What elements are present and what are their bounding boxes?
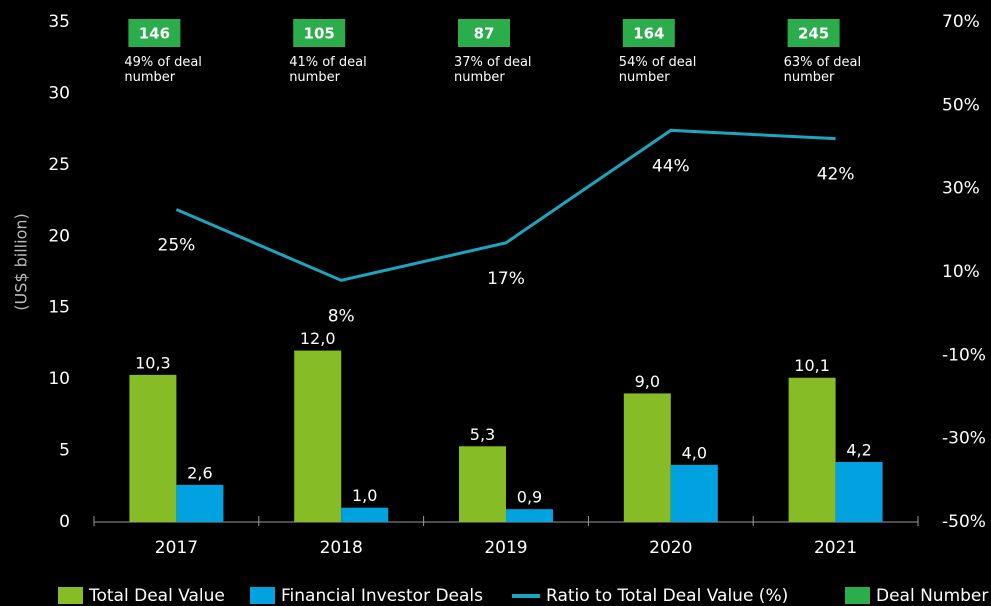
deal-share-note: 49% of deal number — [124, 55, 202, 85]
bar-value-label: 12,0 — [300, 329, 336, 348]
bar-value-label: 1,0 — [352, 486, 377, 505]
bar-value-label: 10,3 — [135, 353, 171, 372]
bar — [176, 484, 224, 522]
x-tick-label: 2017 — [155, 538, 198, 558]
y2-tick-label: 10% — [942, 262, 980, 282]
y2-tick-label: -10% — [942, 345, 986, 365]
bar — [506, 509, 553, 522]
x-tick-label: 2019 — [484, 538, 527, 558]
legend-marker — [845, 587, 870, 604]
deal-share-note: 41% of deal number — [289, 55, 367, 85]
legend-label: Ratio to Total Deal Value (%) — [546, 586, 788, 606]
y-tick-label: 15 — [48, 298, 70, 318]
bar-value-label: 0,9 — [517, 488, 542, 507]
deal-share-note: 54% of deal number — [618, 55, 697, 85]
y2-tick-label: 50% — [942, 95, 980, 115]
bar-value-label: 2,6 — [187, 463, 212, 482]
deal-number-box — [128, 19, 181, 47]
y-tick-label: 35 — [48, 12, 70, 32]
legend-label: Total Deal Value — [88, 586, 225, 606]
y-tick-label: 20 — [48, 226, 70, 246]
x-tick-label: 2020 — [649, 538, 692, 558]
deal-number-box — [787, 19, 840, 47]
y2-tick-label: 30% — [942, 179, 980, 199]
ratio-line — [175, 128, 836, 282]
line-value-label: 44% — [652, 156, 690, 176]
deal-number-label: 87 — [474, 25, 495, 43]
x-tick-label: 2018 — [320, 538, 363, 558]
legend-marker — [58, 587, 83, 604]
deal-share-note: 63% of deal number — [783, 55, 862, 85]
bar — [835, 462, 883, 522]
bar — [623, 393, 671, 522]
y2-tick-label: -50% — [942, 512, 986, 532]
line-value-label: 42% — [817, 165, 855, 185]
y-tick-label: 0 — [59, 512, 70, 532]
y2-tick-label: -30% — [942, 429, 986, 449]
y-tick-label: 10 — [48, 369, 70, 389]
legend-label: Financial Investor Deals — [281, 586, 483, 606]
bar — [341, 507, 389, 522]
deal-number-label: 105 — [304, 25, 335, 43]
bar — [459, 446, 506, 522]
deal-number-box — [293, 19, 346, 47]
y-tick-label: 5 — [59, 441, 70, 461]
bar-value-label: 4,0 — [682, 443, 707, 462]
bar — [294, 350, 342, 522]
legend-marker — [250, 587, 275, 604]
legend-label: Deal Number — [876, 586, 988, 606]
bar — [670, 464, 718, 522]
deal-number-label: 146 — [139, 25, 170, 43]
bar — [129, 374, 177, 522]
bar-value-label: 5,3 — [470, 425, 495, 444]
y2-tick-label: 70% — [942, 12, 980, 32]
bar-value-label: 9,0 — [635, 372, 660, 391]
deal-number-label: 245 — [798, 25, 829, 43]
bar-value-label: 10,1 — [794, 356, 830, 375]
bar — [788, 377, 836, 522]
deal-number-label: 164 — [633, 25, 664, 43]
x-tick-label: 2021 — [814, 538, 857, 558]
y-tick-label: 30 — [48, 83, 70, 103]
deal-number-box — [622, 19, 675, 47]
line-value-label: 25% — [158, 236, 196, 256]
bar-value-label: 4,2 — [846, 441, 871, 460]
deal-share-note: 37% of deal number — [454, 55, 532, 85]
line-value-label: 8% — [328, 306, 355, 326]
deal-number-box — [458, 19, 510, 47]
line-value-label: 17% — [487, 269, 525, 289]
y-axis-label: (US$ billion) — [12, 213, 31, 310]
y-tick-label: 25 — [48, 155, 70, 175]
